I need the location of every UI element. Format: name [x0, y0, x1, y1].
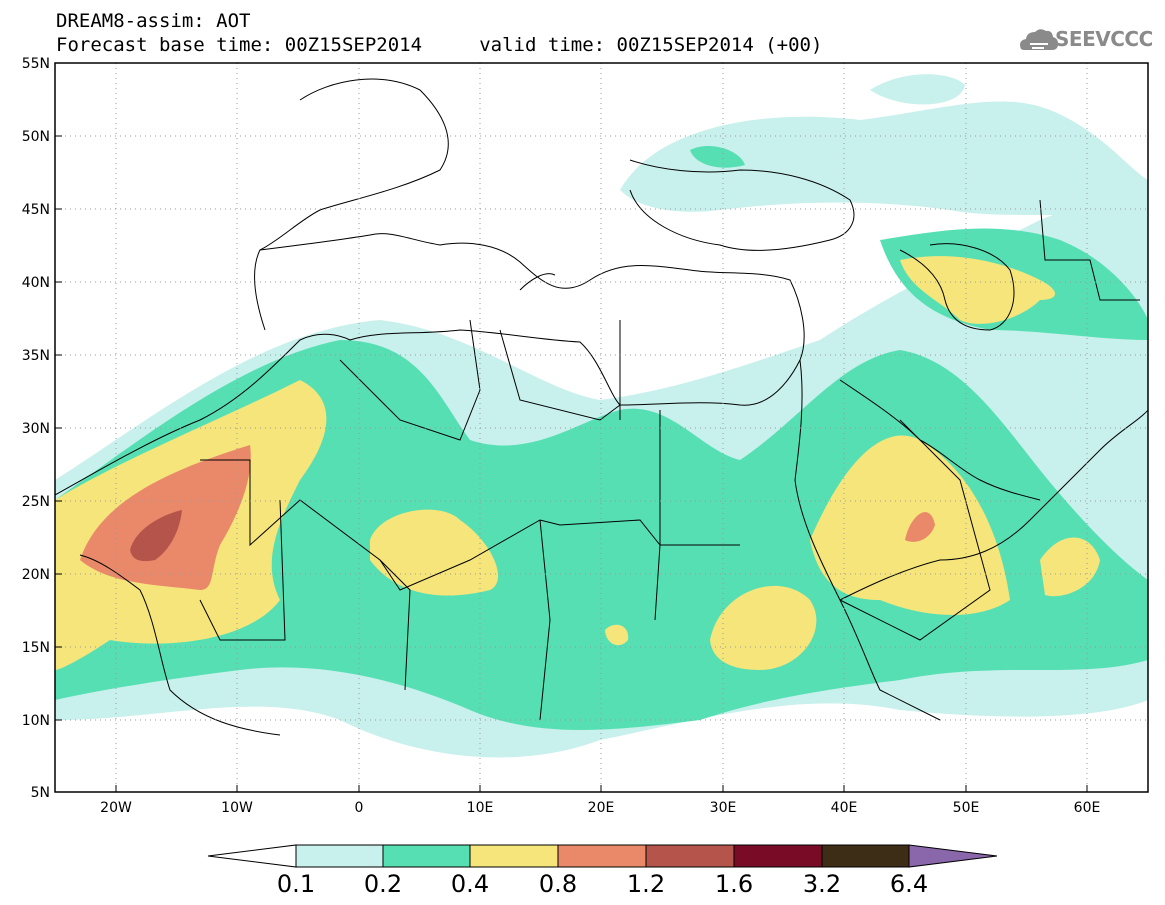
lat-label: 10N [22, 713, 50, 729]
colorbar-swatch [821, 844, 910, 868]
cloud-logo-icon [1020, 29, 1058, 50]
aot-band-0.1 [620, 101, 1148, 220]
latitude-labels: 55N 50N 45N 40N 35N 30N 25N 20N 15N 10N … [22, 56, 50, 801]
aot-band-0.2 [690, 145, 745, 168]
aot-field [55, 63, 1148, 792]
colorbar-label: 3.2 [802, 870, 842, 898]
colorbar-swatch [733, 844, 823, 868]
aot-band-0.1 [870, 74, 965, 105]
lat-label: 5N [31, 785, 50, 801]
colorbar-label: 0.8 [538, 870, 578, 898]
colorbar-swatch [469, 844, 559, 868]
lat-label: 25N [22, 494, 50, 510]
lon-label: 20W [100, 800, 132, 816]
colorbar-swatch [382, 844, 471, 868]
lat-label: 35N [22, 348, 50, 364]
colorbar-label: 0.4 [450, 870, 490, 898]
aot-band-0.4 [1040, 537, 1100, 597]
colorbar-low-arrow [207, 844, 297, 868]
border [539, 410, 661, 721]
colorbar-swatch [557, 844, 647, 868]
colorbar-swatch [645, 844, 735, 868]
coastline [629, 159, 855, 251]
aot-band-0.4 [605, 624, 629, 646]
border [200, 459, 740, 591]
lat-label: 50N [22, 129, 50, 145]
lat-label: 45N [22, 202, 50, 218]
aot-band-0.4 [710, 585, 817, 670]
coastline [519, 273, 556, 291]
graticule [55, 63, 1148, 792]
lat-label: 20N [22, 567, 50, 583]
logo-text: SEEVCCC [1055, 27, 1153, 51]
coastline [899, 243, 1015, 331]
axis-ticks [55, 62, 1088, 793]
aot-band-1.2 [130, 510, 182, 562]
border [1039, 199, 1140, 301]
coastline [794, 359, 941, 721]
longitude-labels: 20W 10W 0 10E 20E 30E 40E 50E 60E [100, 800, 1100, 816]
colorbar-label: 0.1 [276, 870, 316, 898]
lon-label: 30E [710, 800, 737, 816]
lat-label: 30N [22, 421, 50, 437]
lon-label: 10W [221, 800, 253, 816]
border [339, 319, 481, 441]
lat-label: 15N [22, 640, 50, 656]
coastline [79, 554, 281, 736]
colorbar [207, 844, 998, 868]
lon-label: 50E [953, 800, 980, 816]
aot-band-0.4 [900, 256, 1055, 324]
forecast-time-line: Forecast base time: 00Z15SEP2014 valid t… [56, 34, 823, 56]
coastline [839, 409, 1148, 601]
aot-band-0.2 [55, 340, 1148, 730]
coastline [259, 78, 449, 251]
colorbar-label: 6.4 [889, 870, 929, 898]
border [839, 419, 991, 641]
colorbar-label: 1.6 [714, 870, 754, 898]
map-title: DREAM8-assim: AOT [56, 10, 251, 32]
lat-label: 55N [22, 56, 50, 72]
lon-label: 10E [467, 800, 494, 816]
colorbar-high-arrow [908, 844, 998, 868]
colorbar-swatch [295, 844, 384, 868]
coastline [55, 233, 805, 496]
colorbar-label: 1.2 [626, 870, 666, 898]
lon-label: 0 [355, 800, 364, 816]
coastlines-borders [55, 78, 1148, 736]
lat-label: 40N [22, 275, 50, 291]
lon-label: 60E [1074, 800, 1101, 816]
border [499, 320, 621, 421]
border [199, 499, 411, 691]
colorbar-label: 0.2 [363, 870, 403, 898]
aot-band-0.4 [370, 509, 499, 596]
aot-band-0.8 [905, 512, 935, 542]
lon-label: 40E [831, 800, 858, 816]
lon-label: 20E [588, 800, 615, 816]
coastline [839, 379, 1041, 501]
